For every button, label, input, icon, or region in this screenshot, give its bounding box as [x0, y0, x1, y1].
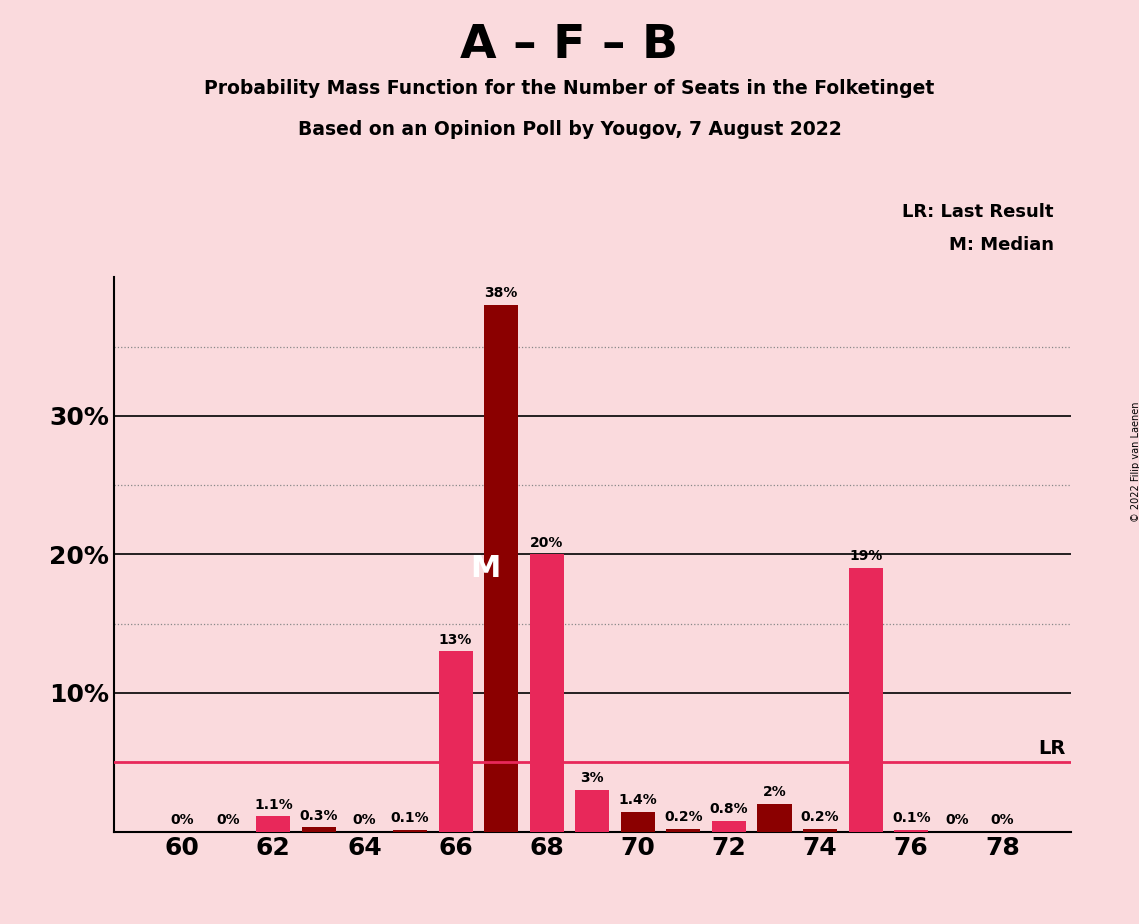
- Text: 0%: 0%: [353, 813, 376, 827]
- Text: 0%: 0%: [216, 813, 239, 827]
- Text: 0%: 0%: [171, 813, 194, 827]
- Text: 19%: 19%: [849, 550, 883, 564]
- Bar: [302, 828, 336, 832]
- Text: 2%: 2%: [763, 785, 786, 799]
- Bar: [894, 830, 928, 832]
- Bar: [712, 821, 746, 832]
- Text: LR: Last Result: LR: Last Result: [902, 203, 1054, 221]
- Bar: [484, 305, 518, 832]
- Text: 1.1%: 1.1%: [254, 797, 293, 811]
- Text: 20%: 20%: [530, 536, 564, 550]
- Bar: [621, 812, 655, 832]
- Text: 0%: 0%: [991, 813, 1014, 827]
- Bar: [393, 830, 427, 832]
- Bar: [575, 790, 609, 832]
- Text: LR: LR: [1039, 739, 1066, 758]
- Text: M: M: [470, 553, 500, 583]
- Text: 0.2%: 0.2%: [801, 810, 839, 824]
- Text: 13%: 13%: [439, 633, 473, 647]
- Text: 1.4%: 1.4%: [618, 794, 657, 808]
- Text: © 2022 Filip van Laenen: © 2022 Filip van Laenen: [1131, 402, 1139, 522]
- Text: 0%: 0%: [945, 813, 968, 827]
- Bar: [256, 817, 290, 832]
- Text: 0.2%: 0.2%: [664, 810, 703, 824]
- Text: 0.1%: 0.1%: [391, 811, 429, 825]
- Text: A – F – B: A – F – B: [460, 23, 679, 68]
- Text: M: Median: M: Median: [949, 236, 1054, 253]
- Bar: [530, 554, 564, 832]
- Bar: [757, 804, 792, 832]
- Text: 0.3%: 0.3%: [300, 808, 338, 822]
- Bar: [666, 829, 700, 832]
- Bar: [439, 651, 473, 832]
- Bar: [803, 829, 837, 832]
- Text: 0.8%: 0.8%: [710, 802, 748, 816]
- Bar: [849, 568, 883, 832]
- Text: 0.1%: 0.1%: [892, 811, 931, 825]
- Text: 38%: 38%: [484, 286, 518, 300]
- Text: 3%: 3%: [581, 772, 604, 785]
- Text: Based on an Opinion Poll by Yougov, 7 August 2022: Based on an Opinion Poll by Yougov, 7 Au…: [297, 120, 842, 140]
- Text: Probability Mass Function for the Number of Seats in the Folketinget: Probability Mass Function for the Number…: [204, 79, 935, 98]
